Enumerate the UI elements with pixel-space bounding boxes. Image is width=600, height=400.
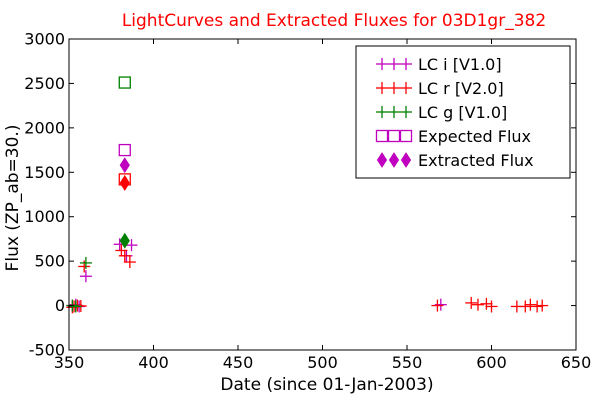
legend-entry: Expected Flux (375, 127, 531, 146)
data-point (524, 298, 537, 311)
series-lc-r-v2-0- (66, 244, 549, 314)
y-tick-label: 2500 (24, 74, 65, 93)
y-tick-label: -500 (29, 341, 65, 360)
legend-label: Expected Flux (418, 127, 531, 146)
data-point (119, 232, 130, 249)
y-tick-label: 2000 (24, 118, 65, 137)
data-point (480, 297, 493, 310)
data-point (118, 249, 131, 262)
x-tick-label: 450 (223, 353, 254, 372)
legend-marker (376, 58, 388, 70)
y-axis-label: Flux (ZP_ab=30.) (3, 125, 23, 272)
plot-area (66, 76, 549, 314)
legend-marker (388, 58, 400, 70)
y-tick-label: 3000 (24, 30, 65, 49)
data-point (519, 300, 532, 313)
y-tick-label: 1500 (24, 163, 65, 182)
y-tick-label: 1000 (24, 207, 65, 226)
legend-marker (400, 106, 412, 118)
data-point (79, 256, 92, 269)
data-point (531, 300, 544, 313)
x-tick-label: 350 (54, 353, 85, 372)
x-tick-label: 550 (392, 353, 423, 372)
legend-marker (399, 129, 413, 143)
legend-marker (387, 129, 401, 143)
data-point (471, 298, 484, 311)
legend-marker (376, 106, 388, 118)
chart-title: LightCurves and Extracted Fluxes for 03D… (122, 11, 546, 31)
x-tick-label: 650 (561, 353, 592, 372)
data-point (69, 300, 82, 313)
legend-label: LC g [V1.0] (418, 103, 507, 122)
legend-label: Extracted Flux (418, 151, 534, 170)
data-point (123, 256, 136, 269)
legend-marker (400, 152, 412, 168)
data-point (118, 143, 131, 157)
legend-entry: LC r [V2.0] (376, 79, 504, 98)
x-tick-label: 500 (307, 353, 338, 372)
legend-label: LC i [V1.0] (418, 55, 502, 74)
data-point (125, 239, 138, 252)
legend-entry: Extracted Flux (376, 151, 534, 170)
legend-entry: LC i [V1.0] (376, 55, 502, 74)
data-point (485, 300, 498, 313)
data-point (118, 76, 131, 89)
legend-marker (388, 82, 400, 94)
x-axis-label: Date (since 01-Jan-2003) (220, 375, 433, 395)
series-lc-i-v1-0- (66, 238, 447, 313)
data-point (536, 299, 549, 312)
legend-marker (388, 106, 400, 118)
data-point (465, 296, 478, 309)
legend-marker (376, 82, 388, 94)
y-tick-label: 0 (55, 296, 65, 315)
data-point (431, 299, 444, 312)
legend-marker (375, 129, 389, 143)
series-extracted-flux (119, 157, 130, 249)
data-point (434, 298, 447, 311)
data-point (79, 270, 92, 283)
axis-ticks: 350 400 450 500 550 600 650 -500 0 500 1000 1500 200… (24, 30, 591, 373)
legend-marker (400, 82, 412, 94)
legend-marker (388, 152, 400, 168)
legend-marker (400, 58, 412, 70)
legend-label: LC r [V2.0] (418, 79, 504, 98)
data-point (119, 175, 130, 191)
y-tick-label: 500 (34, 252, 65, 271)
legend: LC i [V1.0] LC r [V2.0] LC g [V1.0] Expecte… (355, 45, 571, 179)
x-tick-label: 600 (476, 353, 507, 372)
data-point (119, 157, 130, 174)
legend-marker (376, 152, 388, 168)
x-tick-label: 400 (138, 353, 169, 372)
legend-entry: LC g [V1.0] (376, 103, 507, 122)
